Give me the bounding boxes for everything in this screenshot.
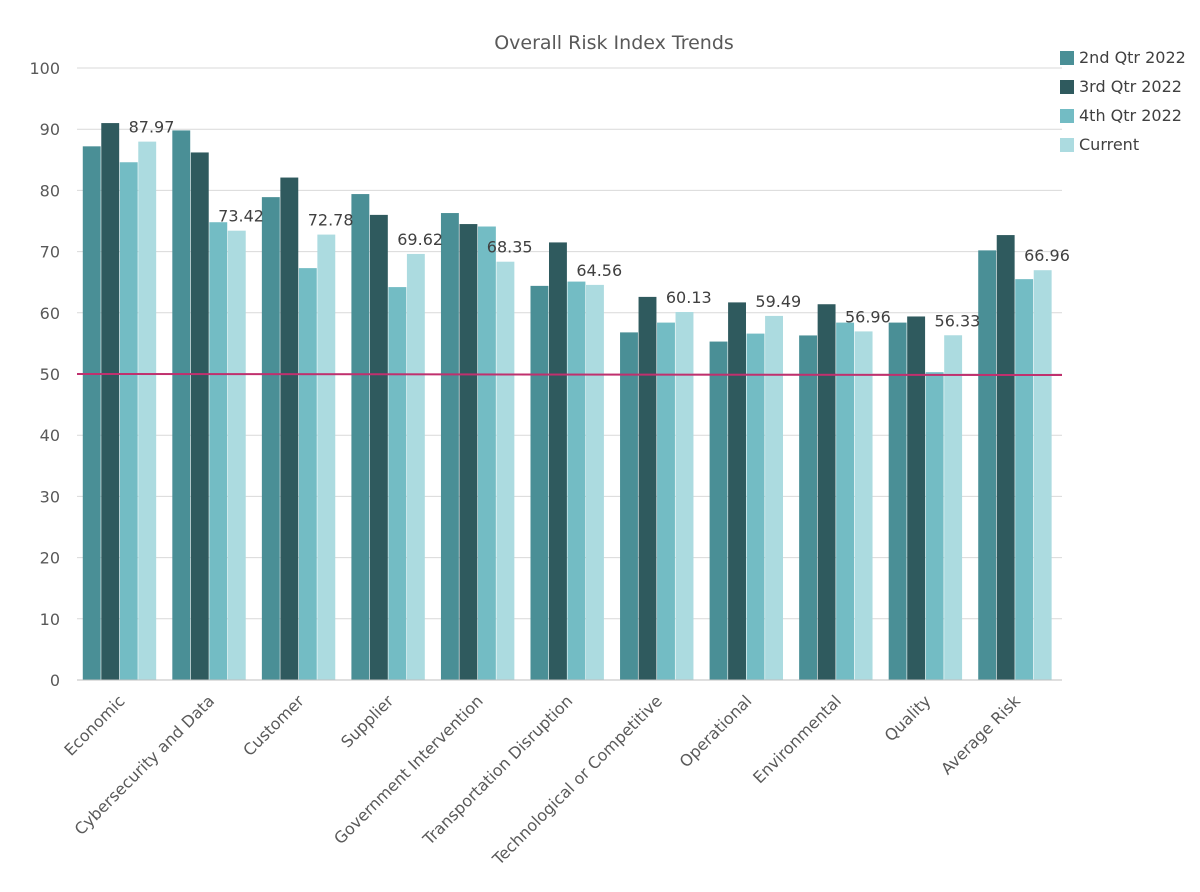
data-label: 68.35 [487,238,533,257]
bar [728,302,746,680]
bar [549,242,567,681]
bar [586,284,604,680]
bar [190,152,209,680]
bar [209,222,228,680]
bar [888,322,907,680]
bar [907,316,926,680]
bar [477,226,496,680]
legend-entry: 2nd Qtr 2022 [1079,48,1186,67]
y-tick-label: 90 [40,120,60,139]
legend: 2nd Qtr 2022 3rd Qtr 2022 4th Qtr 2022 Curr… [1060,48,1186,154]
bar [978,250,997,680]
bar [925,372,944,680]
data-label: 73.42 [218,207,264,226]
data-label: 69.62 [397,230,443,249]
bar [817,304,836,680]
data-label: 64.56 [576,261,622,280]
legend-entry: 3rd Qtr 2022 [1079,77,1182,96]
bar [298,268,317,680]
bar [172,130,191,680]
reference-line [76,373,1063,376]
y-tick-label: 40 [40,426,60,445]
y-tick-label: 20 [40,549,60,568]
bar [620,332,638,680]
y-tick-label: 0 [50,671,60,690]
bar [709,341,728,680]
bar [996,235,1015,681]
bar [799,335,818,680]
bar [119,162,138,681]
bar [317,234,336,680]
bar [101,123,120,680]
legend-swatch [1060,138,1074,152]
bar [82,146,101,680]
bar [496,261,515,680]
data-label: 56.33 [935,311,981,330]
bar [369,214,388,680]
y-tick-label: 30 [40,487,60,506]
y-tick-label: 70 [40,243,60,262]
chart-title: Overall Risk Index Trends [494,32,734,54]
bar [944,335,963,680]
bars [82,123,1052,681]
data-label: 87.97 [129,118,175,137]
bar [459,224,478,680]
bar [746,333,765,680]
y-axis: 0 10 20 30 40 50 60 70 80 90 100 [29,59,60,690]
bar [567,281,586,680]
bar [351,194,370,680]
y-tick-label: 100 [29,59,60,78]
legend-swatch [1060,80,1074,94]
bar [138,141,157,680]
legend-swatch [1060,51,1074,65]
bar [530,285,549,680]
bar [388,287,407,680]
data-label: 72.78 [308,211,354,230]
reference-line-group [76,373,1063,376]
y-tick-label: 50 [40,365,60,384]
legend-entry: Current [1079,135,1139,154]
legend-swatch [1060,109,1074,123]
data-label: 56.96 [845,307,891,326]
bar [1033,270,1052,680]
data-labels: 87.97 73.42 72.78 69.62 68.35 64.56 60.13 59.49… [129,118,1070,331]
bar [765,315,783,680]
legend-entry: 4th Qtr 2022 [1079,106,1182,125]
bar [261,197,280,680]
bar [406,253,425,680]
bar [227,230,246,680]
bar [440,213,459,680]
data-label: 59.49 [755,292,801,311]
bar [1015,279,1034,680]
bar [836,322,855,680]
y-tick-label: 80 [40,181,60,200]
bar [675,312,694,680]
bar [638,296,657,680]
bar [854,331,873,680]
bar [280,177,299,680]
y-tick-label: 10 [40,610,60,629]
data-label: 60.13 [666,288,712,307]
bar [657,322,675,680]
y-tick-label: 60 [40,304,60,323]
data-label: 66.96 [1024,246,1070,265]
